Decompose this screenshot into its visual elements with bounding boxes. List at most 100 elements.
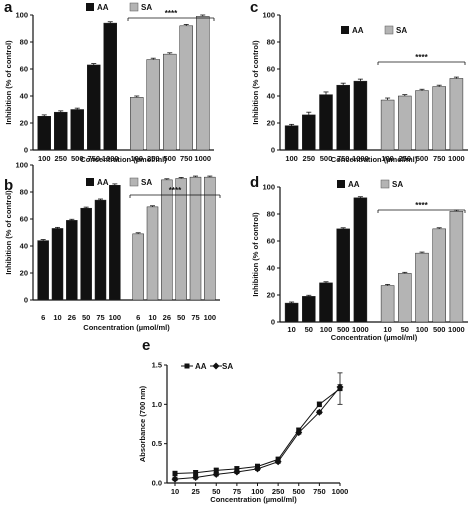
panel-label: d — [250, 174, 259, 191]
bar-aa — [37, 240, 49, 301]
point-sa — [274, 458, 282, 466]
bar-aa — [302, 296, 316, 323]
legend-marker-aa — [184, 363, 190, 369]
bar-sa — [432, 228, 446, 323]
bar-aa — [66, 220, 78, 301]
x-axis-title: Concentration (µmol/ml) — [331, 333, 418, 342]
bar-sa — [179, 25, 193, 151]
x-axis-title: Concentration (µmol/ml) — [80, 155, 167, 164]
x-tick-label: 750 — [87, 154, 100, 163]
bar-sa — [146, 59, 160, 151]
x-tick-label: 100 — [130, 154, 143, 163]
legend-marker-sa — [212, 362, 220, 370]
bar-sa — [432, 86, 446, 151]
x-tick-label: 100 — [38, 154, 51, 163]
bar-aa — [284, 302, 299, 323]
y-tick-label: 40 — [20, 242, 28, 251]
x-tick-label: 250 — [399, 154, 412, 163]
bar-sa — [398, 95, 412, 151]
x-tick-label: 26 — [68, 313, 76, 322]
x-tick-label: 26 — [163, 313, 171, 322]
significance-label: **** — [415, 201, 428, 210]
y-tick-label: 0 — [24, 296, 28, 305]
x-tick-label: 50 — [401, 325, 409, 334]
bar-sa — [449, 78, 464, 151]
chart-panel-d: 0 20 40 60 80 100 Inhibition (% of control) Con… — [250, 174, 468, 342]
x-tick-label: 750 — [337, 154, 350, 163]
y-tick-label: 80 — [20, 188, 28, 197]
y-axis-title: Inhibition (% of control) — [4, 40, 13, 125]
legend-label-aa: AA — [348, 180, 360, 189]
bar-aa — [103, 22, 117, 151]
bar-sa — [380, 99, 395, 151]
bar-aa — [353, 197, 368, 323]
x-tick-label: 100 — [251, 487, 264, 496]
bar-sa — [449, 211, 464, 323]
x-tick-label: 750 — [313, 487, 326, 496]
x-tick-label: 750 — [433, 154, 446, 163]
x-tick-label: 750 — [180, 154, 193, 163]
bar-sa — [175, 178, 187, 301]
panel-label: e — [142, 337, 150, 354]
y-tick-label: 40 — [20, 92, 28, 101]
x-axis-title: Concentration (µmol/ml) — [210, 495, 297, 504]
x-tick-label: 250 — [54, 154, 67, 163]
x-tick-label: 25 — [191, 487, 199, 496]
bar-sa — [398, 273, 412, 323]
point-aa — [213, 467, 219, 473]
x-axis-title: Concentration (µmol/ml) — [331, 155, 418, 164]
x-tick-label: 100 — [204, 313, 217, 322]
x-tick-label: 10 — [171, 487, 179, 496]
bar-aa — [284, 125, 299, 151]
bar-sa — [415, 90, 429, 151]
x-tick-label: 1000 — [448, 154, 465, 163]
x-tick-label: 100 — [416, 325, 429, 334]
x-tick-label: 1000 — [352, 325, 369, 334]
point-aa — [172, 471, 178, 477]
panel-label: c — [250, 0, 258, 16]
y-tick-label: 0 — [271, 318, 275, 327]
x-tick-label: 50 — [305, 325, 313, 334]
bar-sa — [380, 285, 395, 323]
bar-sa — [161, 179, 173, 301]
bar-sa — [204, 176, 216, 301]
significance-label: **** — [415, 53, 428, 62]
legend-label-aa: AA — [97, 178, 109, 187]
legend-swatch-aa — [337, 180, 345, 188]
y-tick-label: 0.5 — [152, 439, 162, 448]
bar-aa — [109, 185, 121, 301]
x-tick-label: 1000 — [102, 154, 119, 163]
bar-sa — [163, 53, 177, 151]
legend-label-sa: SA — [222, 362, 233, 371]
y-tick-label: 100 — [15, 11, 28, 20]
y-tick-label: 0 — [24, 146, 28, 155]
legend-label-aa: AA — [97, 3, 109, 12]
x-tick-label: 500 — [163, 154, 176, 163]
bar-aa — [37, 116, 51, 151]
x-tick-label: 500 — [433, 325, 446, 334]
bar-sa — [415, 252, 429, 323]
x-tick-label: 250 — [303, 154, 316, 163]
x-tick-label: 75 — [233, 487, 241, 496]
x-tick-label: 100 — [285, 154, 298, 163]
y-axis-title: Inhibition (% of control) — [4, 190, 13, 275]
y-tick-label: 40 — [267, 92, 275, 101]
x-tick-label: 500 — [416, 154, 429, 163]
y-tick-label: 80 — [20, 38, 28, 47]
series-line-aa — [174, 388, 341, 475]
x-tick-label: 10 — [148, 313, 156, 322]
bar-aa — [51, 228, 64, 301]
legend-swatch-sa — [384, 25, 394, 35]
y-axis-title: Inhibition (% of control) — [251, 212, 260, 297]
legend-label-sa: SA — [141, 178, 152, 187]
panel-label: a — [4, 0, 13, 16]
point-aa — [316, 401, 322, 407]
y-tick-label: 80 — [267, 210, 275, 219]
point-sa — [212, 470, 220, 478]
legend-swatch-aa — [86, 178, 94, 186]
y-tick-label: 60 — [267, 65, 275, 74]
y-tick-label: 0 — [271, 146, 275, 155]
point-sa — [171, 475, 179, 483]
y-tick-label: 0.0 — [152, 479, 162, 488]
